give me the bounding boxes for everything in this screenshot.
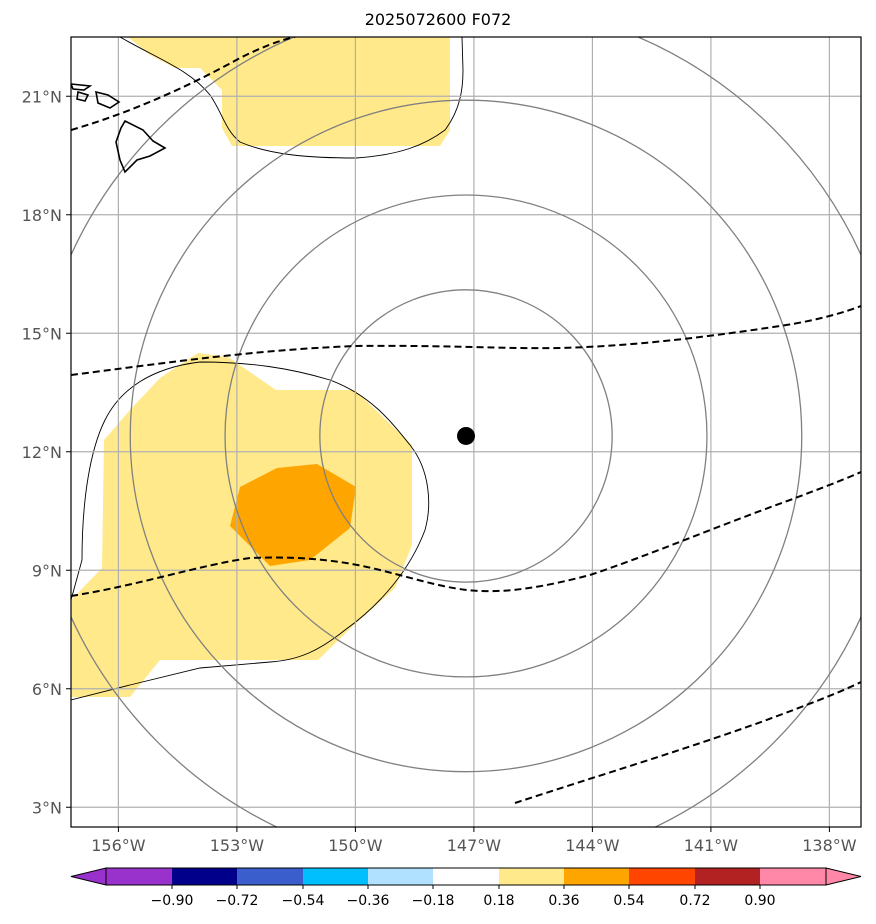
colorbar-segment: [433, 868, 499, 885]
colorbar-tick-label: −0.54: [282, 893, 325, 909]
storm-center-marker: [457, 426, 475, 445]
colorbar-tick-label: −0.36: [347, 893, 390, 909]
colorbar-tick-label: 0.90: [744, 893, 775, 909]
lat-tick-label: 21°N: [22, 87, 62, 106]
map-frame: [70, 36, 862, 828]
island-maui-group: [94, 90, 121, 109]
lat-tick-label: 3°N: [32, 798, 62, 817]
lon-tick-label: 153°W: [210, 836, 265, 855]
lat-tick-label: 9°N: [32, 561, 62, 580]
dashed-contour-north: [71, 37, 296, 131]
range-ring: [319, 289, 613, 583]
colorbar-arrow-low: [70, 867, 107, 886]
colorbar-segment: [760, 868, 826, 885]
colorbar-tick-label: −0.72: [216, 893, 259, 909]
dashed-contour-middle: [71, 305, 861, 376]
map-title: 2025072600 F072: [364, 10, 512, 29]
lon-tick-label: 138°W: [802, 836, 857, 855]
lat-tick-label: 15°N: [22, 324, 62, 343]
colorbar-segment: [368, 868, 433, 885]
colorbar-tick-label: 0.72: [679, 893, 710, 909]
colorbar-segment: [499, 868, 564, 885]
colorbar-tick-label: 0.18: [483, 893, 514, 909]
lat-tick-label: 12°N: [22, 443, 62, 462]
island-big-island: [115, 119, 167, 174]
lon-tick-label: 147°W: [447, 836, 502, 855]
shaded-region-orange: [230, 464, 356, 566]
map-plot-area: [71, 37, 861, 827]
colorbar-segment: [106, 868, 172, 885]
shaded-region-north: [128, 37, 450, 146]
colorbar-frame: [105, 867, 827, 886]
lon-tick-label: 156°W: [91, 836, 146, 855]
hawaii-coastline: [71, 83, 167, 174]
lon-tick-label: 144°W: [565, 836, 620, 855]
dashed-contour-south: [71, 471, 861, 597]
lat-tick-label: 6°N: [32, 680, 62, 699]
colorbar-segment: [629, 868, 695, 885]
lat-tick-label: 18°N: [22, 206, 62, 225]
colorbar-segment: [172, 868, 237, 885]
colorbar-tick-label: −0.18: [412, 893, 455, 909]
axis-ticks: 156°W 153°W 150°W 147°W 144°W 141°W 138°W 3°N 6°…: [22, 87, 857, 855]
colorbar-arrow-high: [825, 867, 862, 886]
colorbar-segment: [303, 868, 368, 885]
island-kauai: [71, 83, 93, 91]
colorbar-segment: [237, 868, 303, 885]
contour-outline-north: [119, 37, 464, 159]
graticule: [71, 37, 861, 827]
colorbar-tick-label: −0.90: [151, 893, 194, 909]
island-oahu: [76, 90, 90, 102]
dashed-contour-southeast: [514, 681, 861, 804]
contour-outline-southwest: [71, 361, 430, 701]
colorbar: −0.90 −0.72 −0.54 −0.36 −0.18 0.18 0.36 0.54 0.7…: [70, 867, 862, 909]
range-rings: [71, 37, 861, 827]
range-ring: [224, 194, 708, 678]
colorbar-segment: [564, 868, 629, 885]
colorbar-tick-label: 0.54: [613, 893, 644, 909]
lon-tick-label: 141°W: [684, 836, 739, 855]
colorbar-segment: [695, 868, 760, 885]
colorbar-tick-label: 0.36: [548, 893, 579, 909]
lon-tick-label: 150°W: [328, 836, 383, 855]
range-ring: [129, 99, 803, 773]
